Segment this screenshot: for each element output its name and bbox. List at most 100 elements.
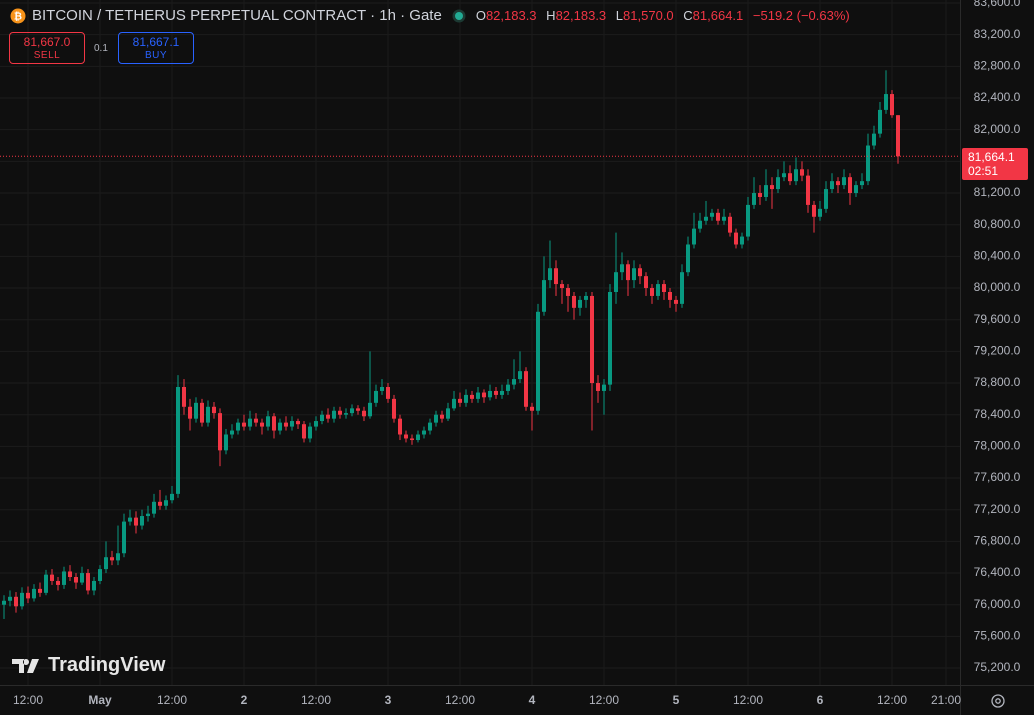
candle-body [392, 398, 397, 419]
settings-icon[interactable] [991, 694, 1005, 708]
candle-body [350, 408, 355, 414]
y-tick-label: 78,800.0 [974, 375, 1021, 389]
y-tick-label: 76,000.0 [974, 597, 1021, 611]
candle-body [380, 386, 385, 391]
candle-body [236, 422, 241, 431]
candle-body [68, 571, 73, 578]
legend-header: ₿ BITCOIN / TETHERUS PERPETUAL CONTRACT … [10, 7, 850, 24]
candle-body [818, 208, 823, 217]
candle-body [230, 430, 235, 435]
candle-body [830, 181, 835, 190]
x-tick-label: 12:00 [13, 693, 43, 707]
candle-body [446, 408, 451, 419]
candle-body [662, 284, 667, 292]
candle-body [872, 133, 877, 146]
sell-button[interactable]: 81,667.0 SELL [9, 32, 85, 64]
close-value: 81,664.1 [692, 8, 744, 23]
last-price-label: 81,664.1 02:51 [962, 148, 1028, 181]
candle-body [62, 571, 67, 585]
buy-label: BUY [144, 50, 168, 61]
y-tick-label: 75,600.0 [974, 629, 1021, 643]
candle-body [542, 280, 547, 312]
symbol-title[interactable]: BITCOIN / TETHERUS PERPETUAL CONTRACT · … [32, 7, 442, 24]
y-tick-label: 76,400.0 [974, 565, 1021, 579]
candle-body [746, 204, 751, 237]
settings-gear [991, 694, 1005, 708]
candle-body [680, 272, 685, 304]
candle-body [590, 295, 595, 384]
candle-body [536, 311, 541, 411]
candle-body [122, 521, 127, 554]
market-status [452, 9, 466, 22]
y-tick-label: 75,200.0 [974, 660, 1021, 674]
candle-body [212, 406, 217, 414]
candle-body [338, 410, 343, 415]
candle-body [596, 383, 601, 391]
y-tick-label: 77,600.0 [974, 470, 1021, 484]
x-tick-label: 5 [673, 693, 680, 707]
y-tick-label: 79,200.0 [974, 344, 1021, 358]
y-tick-label: 83,200.0 [974, 27, 1021, 41]
candle-body [8, 596, 13, 601]
candle-body [866, 145, 871, 182]
candle-body [266, 416, 271, 427]
candle-body [512, 379, 517, 385]
candle-body [518, 371, 523, 380]
candle-body [524, 371, 529, 407]
candle-body [200, 402, 205, 423]
x-tick-label: 12:00 [589, 693, 619, 707]
y-tick-label: 81,200.0 [974, 185, 1021, 199]
candle-body [176, 386, 181, 494]
candle-body [572, 295, 577, 308]
candle-body [344, 413, 349, 415]
candle-body [296, 421, 301, 425]
candle-body [488, 390, 493, 398]
candle-body [422, 430, 427, 435]
settings-hub [995, 698, 1001, 704]
y-tick-label: 80,000.0 [974, 280, 1021, 294]
candle-body [668, 291, 673, 300]
high-key: H [546, 8, 556, 23]
x-tick-label: 12:00 [877, 693, 907, 707]
candle-body [806, 175, 811, 205]
candle-body [254, 418, 259, 423]
candle-body [548, 268, 553, 281]
x-tick-label: 12:00 [157, 693, 187, 707]
candle-body [458, 398, 463, 403]
candle-body [758, 193, 763, 197]
candle-body [386, 386, 391, 399]
y-tick-label: 82,800.0 [974, 59, 1021, 73]
quantity[interactable]: 0.1 [94, 43, 108, 54]
candle-body [362, 410, 367, 417]
candle-body [764, 185, 769, 197]
y-tick-label: 82,000.0 [974, 122, 1021, 136]
y-tick-label: 76,800.0 [974, 534, 1021, 548]
candle-body [206, 406, 211, 423]
watermark-text: TradingView [48, 654, 166, 676]
candle-body [638, 268, 643, 277]
candle-body [272, 416, 277, 431]
symbol-icon: ₿ [10, 8, 26, 23]
candle-body [770, 185, 775, 190]
x-tick-label: 12:00 [733, 693, 763, 707]
candle-body [854, 185, 859, 194]
candle-body [476, 392, 481, 399]
candle-body [554, 268, 559, 285]
candle-body [710, 212, 715, 217]
candle-body [464, 394, 469, 403]
buy-button[interactable]: 81,667.1 BUY [118, 32, 194, 64]
candle-body [836, 181, 841, 186]
high-value: 82,183.3 [555, 8, 607, 23]
candle-body [290, 421, 295, 427]
candle-body [188, 406, 193, 419]
candle-body [374, 390, 379, 403]
candle-body [800, 169, 805, 176]
candle-body [698, 220, 703, 229]
candle-body [110, 557, 115, 561]
svg-text:₿: ₿ [14, 10, 22, 22]
candle-body [560, 284, 565, 289]
candle-body [782, 173, 787, 178]
candle-body [128, 517, 133, 522]
candle-body [686, 244, 691, 273]
candle-body [794, 169, 799, 182]
